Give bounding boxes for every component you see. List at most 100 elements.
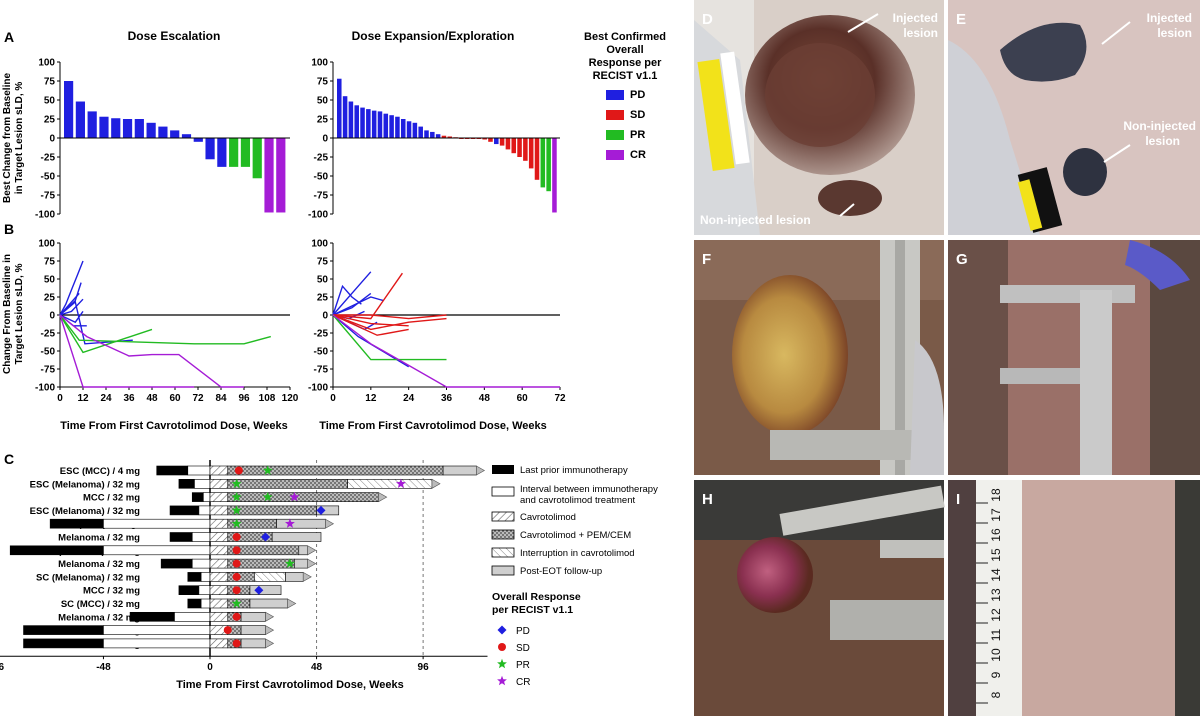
c-xtick-label: 0 — [207, 662, 213, 673]
c-row-label: Melanoma / 32 mg — [58, 559, 140, 570]
e-injected-label: Injected — [1147, 11, 1192, 25]
c-row-label: MCC / 32 mg — [83, 493, 140, 504]
bar — [111, 118, 121, 138]
panel-label-h: H — [702, 491, 713, 508]
marker-pr — [262, 491, 273, 502]
chartB1-xtick-label: 84 — [215, 393, 227, 404]
c-row-label: SC (MCC) / 32 mg — [61, 599, 140, 610]
bar — [158, 126, 168, 138]
c-cavro-bar — [209, 532, 229, 542]
chartB1-tick-label: -25 — [41, 329, 56, 340]
c-interval-bar — [191, 558, 211, 569]
bar — [412, 122, 418, 138]
c-cavro-bar — [209, 611, 229, 622]
bar — [217, 138, 227, 167]
c-ongoing-arrow — [378, 492, 388, 503]
series-line — [332, 314, 447, 331]
chartB1-tick-label: 100 — [38, 239, 55, 250]
chartA1-tick-label: 25 — [44, 115, 56, 126]
c-pemcem-bar — [227, 492, 380, 502]
bar — [99, 116, 109, 138]
chartB1-tick-label: -75 — [41, 365, 56, 376]
c-cavro-bar — [209, 492, 229, 502]
c-prior-bar — [156, 465, 189, 476]
marker-cr — [396, 478, 406, 488]
c-prior-bar — [187, 572, 202, 582]
c-row-label: SC (Melanoma) / 32 mg — [36, 572, 140, 583]
c-ongoing-arrow — [265, 638, 275, 649]
legend-swatch-interval — [491, 486, 515, 497]
c-row-label: ESC (Melanoma) / 32 mg — [30, 506, 141, 517]
marker-pr — [231, 518, 242, 528]
legend-label-pd: PD — [630, 89, 645, 101]
series-line — [59, 310, 84, 324]
chartB2-xtick-label: 24 — [403, 393, 415, 404]
bar — [383, 113, 389, 138]
panel-label-a: A — [4, 29, 14, 45]
chartB1-xtick-label: 36 — [123, 393, 135, 404]
legend-title-2: Overall — [606, 44, 643, 56]
marker-cr — [497, 675, 507, 686]
chartB2-xtick-label: 72 — [554, 393, 566, 404]
panel-label-d: D — [702, 11, 713, 28]
c-ongoing-arrow — [265, 611, 275, 622]
chartB1-xtick-label: 12 — [77, 393, 89, 404]
series-line — [59, 292, 80, 316]
bar — [517, 138, 522, 157]
bar — [395, 116, 400, 138]
chartB2-xtick-label: 12 — [365, 393, 377, 404]
bar — [193, 138, 203, 142]
marker-sd — [234, 466, 243, 475]
b-ylabel-line1: Change From Baseline in — [2, 254, 13, 374]
chartB1-tick-label: 0 — [49, 311, 55, 322]
chartB2-xtick-label: 48 — [479, 393, 491, 404]
c-interval-bar — [200, 598, 211, 609]
c-cavro-bar — [209, 545, 229, 556]
marker-pd — [316, 505, 326, 515]
c-ongoing-arrow — [287, 598, 297, 609]
bar — [146, 122, 156, 138]
bar — [377, 111, 383, 138]
c-post-bar — [249, 598, 289, 609]
bar — [229, 138, 239, 167]
marker-sd — [223, 626, 232, 635]
bar — [122, 119, 133, 138]
c-interval-bar — [198, 505, 211, 516]
photo-g: G — [948, 240, 1200, 475]
swimmer-legend: Last prior immunotherapy Interval betwee… — [491, 465, 658, 688]
bar — [337, 78, 342, 138]
chartA2-tick-label: 50 — [317, 96, 329, 107]
c-interruption-bar — [254, 572, 286, 582]
c-cavro-bar — [209, 478, 229, 489]
c-xtick-label: 48 — [311, 662, 323, 673]
chartA1-tick-label: -100 — [35, 210, 55, 221]
chartB2-tick-label: 100 — [311, 239, 328, 250]
c-pemcem-bar — [227, 572, 255, 582]
chartA2-tick-label: -75 — [314, 191, 329, 202]
bar — [342, 96, 348, 138]
ruler-number: 15 — [989, 548, 1003, 562]
c-prior-bar — [178, 585, 200, 596]
c-cavro-bar — [209, 598, 229, 609]
bar — [505, 138, 511, 150]
legend-interval-label-1: Interval between immunotherapy — [520, 484, 658, 495]
marker-pr — [285, 558, 295, 568]
photo-d: Injected lesion Non-injected lesion D — [694, 0, 944, 235]
e-noninjected-label: Non-injected — [1123, 119, 1196, 133]
chartB2-tick-label: -75 — [314, 365, 329, 376]
c-post-bar — [240, 638, 266, 649]
a-ylabel: Best Change from Baseline in Target Lesi… — [2, 73, 25, 203]
panel-label-g: G — [956, 251, 968, 268]
ruler-number: 8 — [989, 691, 1003, 698]
chartB2-tick-label: 25 — [317, 293, 329, 304]
c-interval-bar — [198, 585, 211, 596]
bar — [488, 138, 493, 142]
c-prior-bar — [9, 545, 104, 556]
chartB2-tick-label: 75 — [317, 257, 329, 268]
series-line — [59, 260, 84, 316]
series-line — [332, 271, 372, 316]
legend-swatch-pd — [606, 90, 624, 100]
c-interval-bar — [174, 611, 211, 622]
ruler-number: 16 — [989, 528, 1003, 542]
